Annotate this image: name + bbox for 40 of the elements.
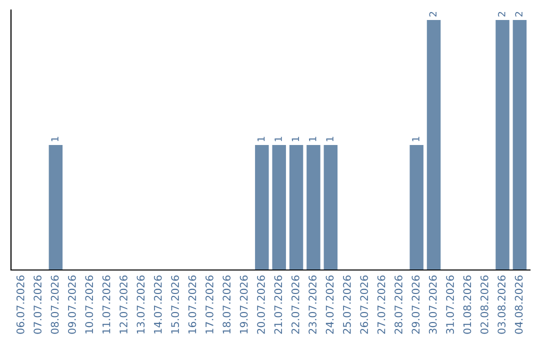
- data-label: 2: [515, 12, 522, 17]
- x-tick-label: 23.07.2026: [308, 276, 316, 334]
- x-tick-label: 26.07.2026: [360, 276, 368, 334]
- x-tick-label: 27.07.2026: [377, 276, 386, 334]
- data-label: 2: [429, 12, 436, 17]
- x-tick-label: 03.08.2026: [498, 276, 506, 334]
- x-tick-label: 20.07.2026: [257, 276, 265, 334]
- data-label: 1: [326, 136, 334, 142]
- x-tick-label: 02.08.2026: [480, 276, 488, 334]
- x-tick-label: 18.07.2026: [222, 276, 231, 334]
- x-tick-label: 17.07.2026: [205, 276, 214, 334]
- data-label: 1: [412, 136, 420, 142]
- x-tick-label: 31.07.2026: [446, 276, 454, 334]
- data-label: 1: [258, 136, 265, 142]
- data-label: 1: [292, 136, 299, 142]
- x-tick-label: 08.07.2026: [50, 276, 59, 334]
- x-tick-label: 09.07.2026: [68, 276, 76, 334]
- x-tick-label: 11.07.2026: [102, 276, 110, 334]
- x-tick-label: 24.07.2026: [326, 276, 334, 334]
- data-label: 1: [309, 136, 316, 142]
- x-tick-label: 01.08.2026: [463, 276, 472, 334]
- x-tick-label: 30.07.2026: [428, 276, 437, 334]
- data-label: 2: [498, 12, 506, 17]
- x-tick-label: 14.07.2026: [154, 276, 162, 334]
- x-tick-label: 12.07.2026: [120, 276, 128, 334]
- x-tick-label: 25.07.2026: [342, 276, 351, 334]
- data-label: 1: [51, 136, 58, 142]
- x-tick-label: 21.07.2026: [274, 276, 282, 334]
- data-label: 1: [274, 136, 282, 142]
- x-tick-label: 06.07.2026: [16, 276, 24, 334]
- x-tick-label: 10.07.2026: [85, 276, 94, 334]
- x-tick-label: 22.07.2026: [291, 276, 300, 334]
- x-tick-label: 04.08.2026: [514, 276, 523, 334]
- x-tick-label: 28.07.2026: [394, 276, 402, 334]
- x-tick-label: 15.07.2026: [171, 276, 180, 334]
- x-tick-label: 16.07.2026: [188, 276, 196, 334]
- x-tick-label: 13.07.2026: [136, 276, 145, 334]
- x-tick-label: 19.07.2026: [240, 276, 248, 334]
- x-tick-label: 07.07.2026: [34, 276, 42, 334]
- x-tick-label: 29.07.2026: [412, 276, 420, 334]
